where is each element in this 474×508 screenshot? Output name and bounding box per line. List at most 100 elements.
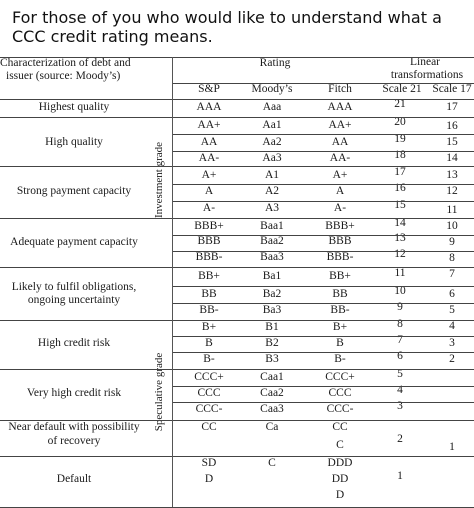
row-divider [172, 303, 474, 304]
row-divider [0, 369, 474, 370]
scale-21-value: 10 [394, 285, 406, 297]
rating-fitch: DDD [327, 457, 353, 469]
scale-21-value: 14 [394, 217, 406, 229]
scale-17-value: 12 [446, 185, 458, 197]
rating-fitch: BB- [330, 304, 350, 316]
scale-21-value: 17 [394, 166, 406, 178]
rating-sp: B- [203, 353, 215, 365]
rating-sp: BB- [199, 304, 219, 316]
scale-21-value: 5 [397, 368, 403, 380]
scale-21-value: 19 [394, 133, 406, 145]
rating-fitch: BBB [328, 235, 352, 247]
rating-moodys: Baa2 [260, 235, 284, 247]
rating-fitch: AA [331, 136, 349, 148]
rating-fitch: CC [332, 421, 348, 433]
scale-21-value: 21 [394, 98, 406, 110]
rating-sp: D [204, 473, 214, 485]
scale-21-value: 12 [394, 248, 406, 260]
header-moodys: Moody’s [251, 83, 293, 95]
row-divider [0, 267, 474, 268]
scale-17-value: 6 [449, 288, 455, 300]
scale-21-value: 6 [397, 350, 403, 362]
header-characterization: issuer (source: Moody’s) [6, 70, 121, 82]
rating-fitch: A- [333, 202, 347, 214]
row-divider [0, 218, 474, 219]
rating-moodys: Aa1 [262, 119, 282, 131]
rating-sp: B [205, 337, 213, 349]
column-divider [172, 57, 173, 507]
scale-21-value: 18 [394, 149, 406, 161]
rating-fitch: AA- [329, 152, 351, 164]
rating-fitch: B [336, 337, 344, 349]
rating-fitch: BBB- [326, 251, 354, 263]
rating-fitch: D [335, 489, 345, 501]
header-sp: S&P [198, 83, 220, 95]
rating-sp: CCC+ [194, 371, 224, 383]
row-divider [0, 99, 474, 100]
rating-sp: CCC- [195, 403, 223, 415]
scale-17-value: 8 [449, 252, 455, 264]
rating-moodys: Ca [265, 421, 279, 433]
scale-21-value: 13 [394, 232, 406, 244]
header-characterization: Characterization of debt and [0, 57, 131, 69]
rating-moodys: Ba1 [262, 270, 282, 282]
rating-sp: SD [201, 457, 217, 469]
scale-17-value: 7 [449, 268, 455, 280]
rating-sp: BBB+ [194, 220, 224, 232]
scale-17-value: 13 [446, 169, 458, 181]
category-label: ongoing uncertainty [27, 294, 121, 306]
scale-21-value: 16 [394, 182, 406, 194]
rating-moodys: A2 [264, 185, 280, 197]
row-divider [172, 235, 474, 236]
rating-sp: CCC [197, 387, 221, 399]
rating-fitch: BB+ [329, 270, 351, 282]
scale-17-value: 14 [446, 152, 458, 164]
scale-17-value: 17 [446, 101, 458, 113]
row-divider [172, 286, 474, 287]
rating-moodys: Caa3 [260, 403, 284, 415]
rating-sp: A+ [201, 169, 217, 181]
row-divider [172, 402, 474, 403]
scale-17-value: 15 [446, 136, 458, 148]
rating-moodys: C [268, 457, 276, 469]
scale-17-value: 4 [449, 320, 455, 332]
scale-17-value: 9 [449, 236, 455, 248]
scale-21-value: 1 [397, 470, 403, 482]
category-label: Strong payment capacity [16, 185, 132, 197]
scale-21-value: 9 [397, 301, 403, 313]
scale-21-value: 7 [397, 334, 403, 346]
category-label: High credit risk [37, 337, 111, 349]
row-divider [172, 352, 474, 353]
rating-sp: A [204, 185, 214, 197]
rating-fitch: C [336, 439, 344, 451]
rating-moodys: Ba2 [262, 288, 282, 300]
rating-sp: BBB- [195, 251, 223, 263]
row-divider [0, 117, 474, 118]
row-divider [172, 386, 474, 387]
category-label: Adequate payment capacity [10, 236, 138, 248]
scale-17-value: 5 [449, 304, 455, 316]
rating-sp: AA+ [197, 119, 221, 131]
row-divider [0, 420, 474, 421]
row-divider [172, 201, 474, 202]
scale-17-value: 11 [446, 204, 458, 216]
rating-moodys: Aa3 [262, 152, 282, 164]
category-label: Highest quality [38, 101, 110, 113]
rating-sp: BBB [197, 235, 221, 247]
header-scale-21: Scale 21 [382, 83, 422, 95]
row-divider [0, 166, 474, 167]
rating-sp: AAA [196, 101, 222, 113]
rating-sp: BB [201, 288, 217, 300]
header-fitch: Fitch [328, 83, 352, 95]
rating-moodys: B3 [265, 353, 279, 365]
rating-moodys: Baa1 [260, 220, 284, 232]
rating-moodys: Caa2 [260, 387, 284, 399]
rating-fitch: AA+ [328, 119, 352, 131]
rating-moodys: A3 [264, 202, 280, 214]
rating-sp: CC [201, 421, 217, 433]
category-label: Near default with possibility [8, 421, 140, 433]
rating-fitch: A+ [332, 169, 348, 181]
rating-fitch: A [335, 185, 345, 197]
row-divider [0, 57, 474, 58]
